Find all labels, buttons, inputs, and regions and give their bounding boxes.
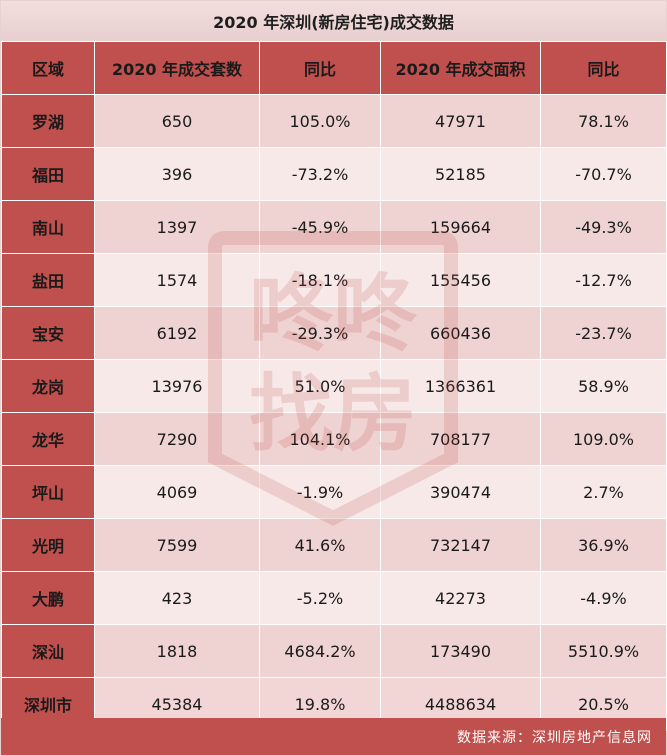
area-cell: 732147 [380,518,541,572]
units-cell: 650 [94,94,260,148]
area-cell: 660436 [380,306,541,360]
units-yoy-cell: -18.1% [259,253,381,307]
table-row: 盐田 1574 -18.1% 155456 -12.7% [1,253,667,307]
region-cell: 光明 [1,518,95,572]
area-cell: 52185 [380,147,541,201]
area-yoy-cell: 109.0% [540,412,667,466]
units-cell: 396 [94,147,260,201]
area-cell: 708177 [380,412,541,466]
region-cell: 南山 [1,200,95,254]
area-yoy-cell: 78.1% [540,94,667,148]
table-row: 龙岗 13976 51.0% 1366361 58.9% [1,359,667,413]
area-yoy-cell: 5510.9% [540,624,667,678]
units-yoy-cell: 51.0% [259,359,381,413]
table-row: 坪山 4069 -1.9% 390474 2.7% [1,465,667,519]
area-yoy-cell: -4.9% [540,571,667,625]
header-units-yoy: 同比 [259,41,381,95]
units-yoy-cell: 4684.2% [259,624,381,678]
table-row: 深汕 1818 4684.2% 173490 5510.9% [1,624,667,678]
table-title: 2020 年深圳(新房住宅)成交数据 [1,1,666,40]
units-cell: 6192 [94,306,260,360]
units-yoy-cell: -29.3% [259,306,381,360]
area-yoy-cell: -12.7% [540,253,667,307]
area-cell: 1366361 [380,359,541,413]
area-yoy-cell: 58.9% [540,359,667,413]
region-cell: 龙岗 [1,359,95,413]
units-yoy-cell: -73.2% [259,147,381,201]
data-source-footer: 数据来源：深圳房地产信息网 [1,718,666,755]
units-cell: 1818 [94,624,260,678]
units-yoy-cell: 105.0% [259,94,381,148]
table-row: 福田 396 -73.2% 52185 -70.7% [1,147,667,201]
region-cell: 坪山 [1,465,95,519]
area-cell: 155456 [380,253,541,307]
table-row: 南山 1397 -45.9% 159664 -49.3% [1,200,667,254]
units-yoy-cell: -5.2% [259,571,381,625]
units-yoy-cell: 104.1% [259,412,381,466]
units-yoy-cell: 41.6% [259,518,381,572]
area-cell: 159664 [380,200,541,254]
area-cell: 390474 [380,465,541,519]
units-yoy-cell: -45.9% [259,200,381,254]
header-row: 区域 2020 年成交套数 同比 2020 年成交面积 同比 [1,41,667,95]
units-cell: 7599 [94,518,260,572]
area-yoy-cell: -70.7% [540,147,667,201]
units-cell: 7290 [94,412,260,466]
area-yoy-cell: -23.7% [540,306,667,360]
area-cell: 47971 [380,94,541,148]
area-cell: 42273 [380,571,541,625]
header-units: 2020 年成交套数 [94,41,260,95]
table-row: 龙华 7290 104.1% 708177 109.0% [1,412,667,466]
area-cell: 173490 [380,624,541,678]
region-cell: 深汕 [1,624,95,678]
units-cell: 4069 [94,465,260,519]
region-cell: 大鹏 [1,571,95,625]
units-cell: 1397 [94,200,260,254]
table-row: 罗湖 650 105.0% 47971 78.1% [1,94,667,148]
data-table: 区域 2020 年成交套数 同比 2020 年成交面积 同比 罗湖 650 10… [1,41,667,731]
units-cell: 1574 [94,253,260,307]
table-row: 光明 7599 41.6% 732147 36.9% [1,518,667,572]
region-cell: 盐田 [1,253,95,307]
area-yoy-cell: -49.3% [540,200,667,254]
region-cell: 宝安 [1,306,95,360]
header-area: 2020 年成交面积 [380,41,541,95]
header-area-yoy: 同比 [540,41,667,95]
units-yoy-cell: -1.9% [259,465,381,519]
area-yoy-cell: 2.7% [540,465,667,519]
units-cell: 13976 [94,359,260,413]
header-region: 区域 [1,41,95,95]
area-yoy-cell: 36.9% [540,518,667,572]
region-cell: 罗湖 [1,94,95,148]
table-row: 宝安 6192 -29.3% 660436 -23.7% [1,306,667,360]
region-cell: 福田 [1,147,95,201]
table-row: 大鹏 423 -5.2% 42273 -4.9% [1,571,667,625]
units-cell: 423 [94,571,260,625]
region-cell: 龙华 [1,412,95,466]
